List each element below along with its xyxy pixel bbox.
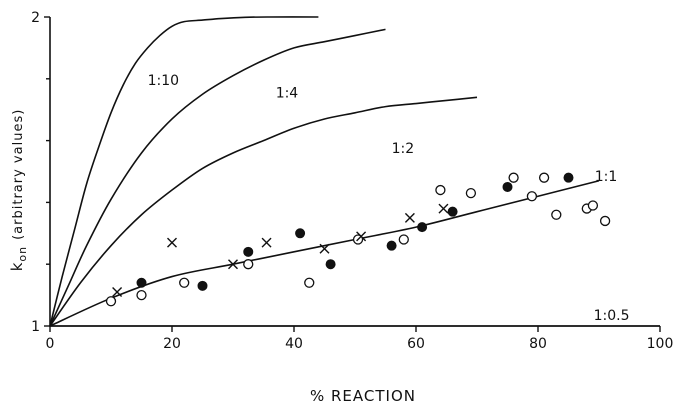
point-filled-circle — [563, 172, 574, 183]
point-filled-circle — [295, 228, 306, 239]
point-filled-circle — [417, 222, 428, 233]
x-tick-label: 20 — [163, 336, 181, 352]
chart-labels: 1:10 1:4 1:2 1:1 1:0.5 — [148, 73, 630, 324]
x-tick-label: 100 — [647, 336, 674, 352]
curve-label-1-2: 1:2 — [392, 141, 415, 157]
point-open-circle — [526, 191, 538, 202]
point-cross-stroke — [167, 237, 177, 248]
point-open-circle — [105, 296, 117, 307]
y-tick-label: 1 — [31, 319, 40, 335]
point-cross — [112, 287, 123, 298]
x-axis-title: % REACTION — [310, 387, 416, 405]
curve-label-1-1: 1:1 — [595, 169, 618, 185]
y-tick-label: 2 — [31, 10, 40, 26]
point-open-circle — [587, 200, 599, 211]
point-filled-circle — [136, 277, 147, 288]
point-filled-circle — [197, 280, 208, 291]
chart-axes: 0 20 40 60 80 100 1 2 — [31, 10, 673, 352]
chart-curves — [49, 16, 660, 327]
point-filled-circle — [243, 246, 254, 257]
point-cross-stroke — [404, 212, 415, 223]
curve-label-1-4: 1:4 — [276, 85, 299, 101]
x-tick-label: 80 — [529, 336, 547, 352]
curve-1-1 — [49, 179, 600, 327]
point-cross — [404, 212, 415, 223]
y-axis-title-note: (arbitrary values) — [11, 109, 26, 240]
x-tick-label: 60 — [407, 336, 425, 352]
point-cross-stroke — [112, 287, 123, 298]
point-cross — [261, 237, 272, 248]
x-tick-label: 0 — [46, 336, 55, 352]
curve-label-1-10: 1:10 — [148, 73, 179, 89]
point-cross-stroke — [438, 203, 449, 214]
point-open-circle — [551, 209, 562, 220]
point-filled-circle — [502, 181, 513, 192]
point-open-circle — [465, 187, 477, 199]
point-cross — [319, 243, 330, 254]
point-filled-circle — [386, 240, 397, 251]
y-axis-title-sub: on — [16, 246, 29, 262]
point-filled-circle — [325, 259, 336, 270]
point-open-circle — [243, 259, 254, 270]
point-open-circle — [508, 172, 519, 183]
curve-label-1-0-5: 1:0.5 — [594, 308, 630, 324]
point-cross — [356, 231, 367, 242]
curve-1-4 — [49, 28, 386, 327]
point-open-circle — [599, 215, 611, 227]
point-cross-stroke — [261, 237, 272, 248]
x-tick-label: 40 — [285, 336, 303, 352]
point-filled-circle — [447, 206, 458, 217]
point-open-circle — [304, 277, 315, 288]
point-open-circle — [179, 277, 190, 288]
point-cross-stroke — [356, 231, 367, 242]
curve-1-2 — [49, 96, 478, 327]
point-open-circle — [398, 234, 409, 245]
point-cross — [228, 259, 238, 270]
point-open-circle — [136, 289, 147, 301]
point-cross-stroke — [228, 259, 238, 270]
point-cross — [167, 237, 177, 248]
svg-text:kon(arbitrary values): kon (arbitrary values) — [8, 109, 29, 272]
y-axis-title-main: k — [8, 262, 26, 272]
point-cross-stroke — [319, 243, 330, 254]
point-cross — [438, 203, 449, 214]
y-axis-title: kon (arbitrary values) — [8, 109, 29, 272]
curve-1-10 — [49, 16, 319, 327]
point-open-circle — [435, 184, 446, 196]
chart-points — [105, 172, 611, 307]
point-open-circle — [538, 172, 550, 183]
